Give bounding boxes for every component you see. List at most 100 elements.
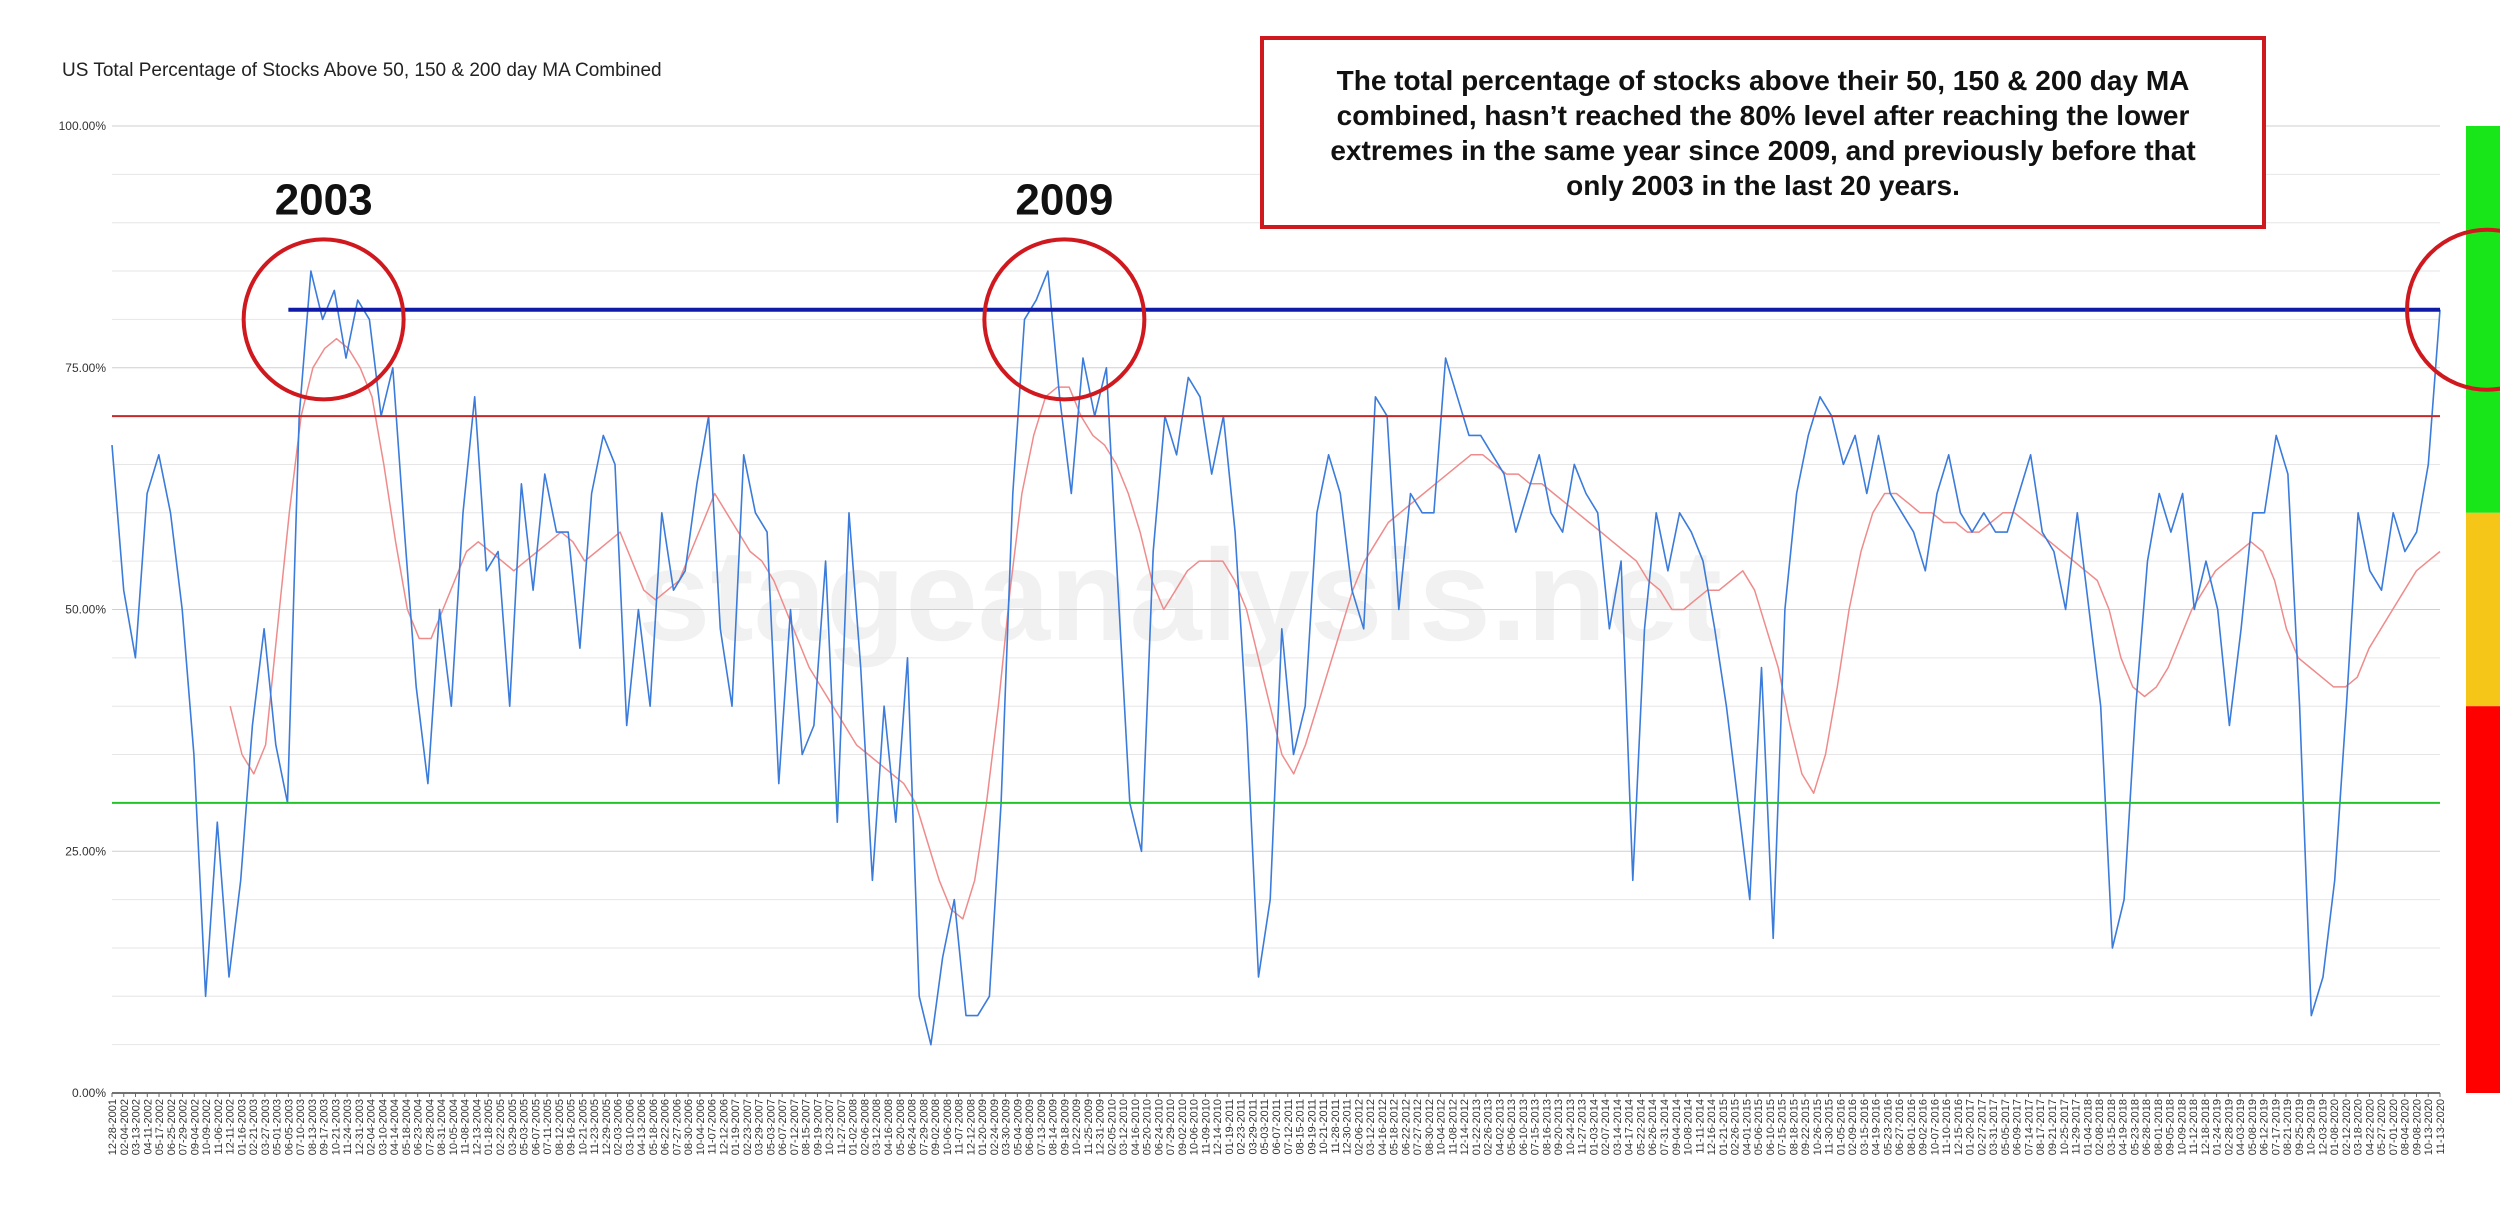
x-tick-label: 06-10-2013 [1518,1099,1530,1155]
x-tick-label: 08-14-2009 [1048,1099,1060,1155]
x-tick-label: 02-12-2020 [2341,1099,2353,1155]
x-tick-label: 07-01-2020 [2388,1099,2400,1155]
x-tick-label: 12-29-2005 [601,1099,613,1155]
x-tick-label: 04-01-2015 [1741,1099,1753,1155]
x-tick-label: 07-17-2019 [2270,1099,2282,1155]
x-tick-label: 12-13-2004 [471,1099,483,1155]
x-tick-label: 10-29-2019 [2306,1099,2318,1155]
x-tick-label: 06-28-2018 [2141,1099,2153,1155]
y-axis-ticks: 0.00% 25.00% 50.00% 75.00% 100.00% [59,119,107,1100]
x-tick-label: 08-18-2015 [1788,1099,1800,1155]
x-tick-label: 09-19-2011 [1306,1099,1318,1154]
x-axis-ticks: 12-28-2001 02-04-2002 03-13-2002 04-11-2002… [107,1093,2447,1155]
x-tick-label: 09-18-2009 [1059,1099,1071,1155]
x-tick-label: 04-14-2004 [389,1099,401,1155]
x-tick-label: 10-06-2008 [942,1099,954,1155]
x-tick-label: 08-16-2013 [1541,1099,1553,1155]
x-tick-label: 09-04-2002 [189,1099,201,1155]
x-tick-label: 08-13-2003 [307,1099,319,1155]
x-tick-label: 07-29-2008 [918,1099,930,1155]
x-tick-label: 07-10-2003 [295,1099,307,1155]
x-tick-label: 03-13-2002 [131,1099,143,1155]
zone-segment [2466,126,2500,513]
x-tick-label: 11-28-2011 [1330,1099,1342,1154]
x-tick-label: 02-04-2004 [366,1099,378,1155]
series-layer [111,270,2441,1046]
x-tick-label: 12-18-2018 [2200,1099,2212,1155]
x-tick-label: 02-28-2019 [2223,1099,2235,1155]
x-tick-label: 03-14-2014 [1612,1099,1624,1155]
x-tick-label: 02-08-2018 [2094,1099,2106,1155]
gridlines [112,125,2440,1094]
x-tick-label: 11-29-2017 [2071,1099,2083,1154]
x-tick-label: 10-25-2017 [2059,1099,2071,1155]
x-tick-label: 09-05-2018 [2165,1099,2177,1155]
x-tick-label: 10-09-2002 [201,1099,213,1155]
x-tick-label: 10-21-2003 [330,1099,342,1155]
x-tick-label: 11-08-2012 [1447,1099,1459,1154]
x-tick-label: 12-31-2003 [354,1099,366,1155]
x-tick-label: 01-04-2018 [2082,1099,2094,1155]
highlight-circles: 2003 2009 [241,175,2500,402]
highlight-circle [2405,227,2500,392]
x-tick-label: 10-26-2015 [1812,1099,1824,1155]
x-tick-label: 10-04-2006 [695,1099,707,1155]
x-tick-label: 04-03-2019 [2235,1099,2247,1155]
x-tick-label: 04-17-2014 [1624,1099,1636,1155]
x-tick-label: 07-27-2006 [671,1099,683,1155]
x-tick-label: 09-02-2010 [1177,1099,1189,1155]
highlight-year-label: 2003 [275,175,373,224]
x-tick-label: 06-05-2003 [283,1099,295,1155]
x-tick-label: 03-30-2009 [1001,1099,1013,1155]
x-tick-label: 05-22-2014 [1635,1099,1647,1155]
zone-segment [2466,706,2500,1093]
x-tick-label: 03-12-2008 [871,1099,883,1155]
x-tick-label: 11-13-2020 [2435,1099,2447,1154]
x-tick-label: 03-27-2003 [260,1099,272,1155]
x-tick-label: 08-21-2019 [2282,1099,2294,1155]
x-tick-label: 05-03-2011 [1259,1099,1271,1154]
x-tick-label: 01-03-2014 [1588,1099,1600,1155]
x-tick-label: 07-27-2012 [1412,1099,1424,1155]
x-tick-label: 01-02-2008 [848,1099,860,1155]
x-tick-label: 12-16-2014 [1706,1099,1718,1155]
x-tick-label: 04-02-2013 [1494,1099,1506,1155]
x-tick-label: 06-07-2011 [1271,1099,1283,1154]
x-tick-label: 09-21-2017 [2047,1099,2059,1155]
x-tick-label: 03-15-2018 [2106,1099,2118,1155]
x-tick-label: 03-12-2010 [1118,1099,1130,1155]
x-tick-label: 04-22-2020 [2364,1099,2376,1155]
x-tick-label: 12-14-2012 [1459,1099,1471,1155]
x-tick-label: 11-23-2005 [589,1099,601,1154]
x-tick-label: 11-07-2006 [707,1099,719,1154]
x-tick-label: 11-07-2008 [954,1099,966,1154]
y-tick-label: 25.00% [65,844,106,858]
x-tick-label: 12-11-2002 [225,1099,237,1154]
x-tick-label: 06-22-2012 [1400,1099,1412,1155]
x-tick-label: 12-14-2010 [1212,1099,1224,1155]
x-tick-label: 08-17-2017 [2035,1099,2047,1155]
x-tick-label: 08-12-2005 [554,1099,566,1155]
x-tick-label: 06-10-2015 [1765,1099,1777,1155]
x-tick-label: 10-07-2016 [1929,1099,1941,1155]
x-tick-label: 12-15-2016 [1953,1099,1965,1155]
x-tick-label: 02-04-2002 [119,1099,131,1155]
y-tick-label: 100.00% [59,119,107,133]
x-tick-label: 10-08-2014 [1683,1099,1695,1155]
x-tick-label: 09-02-2016 [1918,1099,1930,1155]
x-tick-label: 08-15-2007 [801,1099,813,1155]
x-tick-label: 12-31-2009 [1095,1099,1107,1155]
x-tick-label: 06-12-2019 [2259,1099,2271,1155]
x-tick-label: 10-09-2018 [2176,1099,2188,1155]
x-tick-label: 07-31-2014 [1659,1099,1671,1155]
x-tick-label: 03-18-2020 [2353,1099,2365,1155]
x-tick-label: 02-23-2007 [742,1099,754,1155]
x-tick-label: 10-04-2012 [1436,1099,1448,1155]
x-tick-label: 12-03-2019 [2317,1099,2329,1155]
x-tick-label: 05-03-2005 [519,1099,531,1155]
x-tick-label: 12-12-2008 [965,1099,977,1155]
x-tick-label: 07-28-2004 [424,1099,436,1155]
x-tick-label: 05-05-2017 [2000,1099,2012,1155]
x-tick-label: 01-08-2020 [2329,1099,2341,1155]
x-tick-label: 02-26-2015 [1730,1099,1742,1155]
